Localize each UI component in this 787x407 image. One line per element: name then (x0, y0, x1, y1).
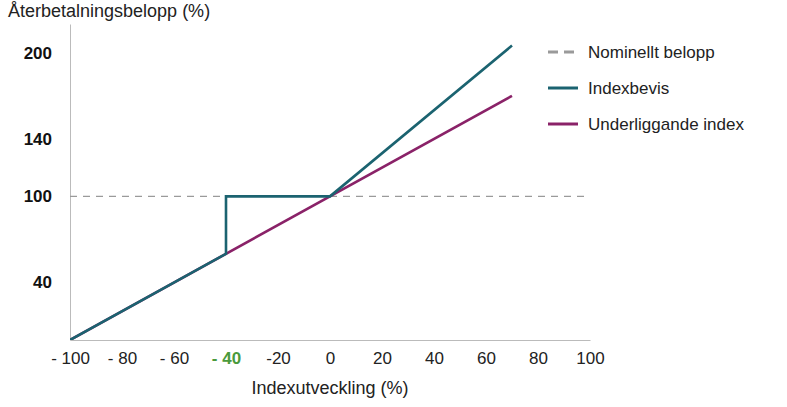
y-tick-label: 40 (33, 273, 52, 292)
y-axis-title: Återbetalningsbelopp (%) (8, 1, 210, 21)
legend-label: Nominellt belopp (588, 43, 715, 62)
x-tick-label: - 80 (108, 349, 137, 368)
lines (70, 46, 590, 340)
y-tick: 100 (24, 187, 70, 206)
x-tick: 80 (529, 340, 548, 368)
y-axis: 40 100 140 200 (24, 25, 71, 341)
x-tick: - 80 (108, 340, 137, 368)
legend-swatch (548, 51, 578, 54)
y-axis-line (70, 25, 71, 341)
legend-label: Underliggande index (588, 115, 744, 134)
y-tick: 140 (24, 130, 70, 149)
x-axis-line (71, 340, 591, 341)
x-tick: 100 (576, 340, 604, 368)
legend-entry: Underliggande index (548, 115, 744, 134)
x-tick-label: - 100 (51, 349, 90, 368)
x-tick: 60 (477, 340, 496, 368)
x-tick: 0 (326, 340, 335, 368)
x-tick: - 60 (160, 340, 189, 368)
x-tick: - 100 (51, 340, 90, 368)
y-tick: 40 (33, 273, 70, 292)
x-tick-label: 100 (576, 349, 604, 368)
x-tick: - 40 (212, 340, 241, 368)
legend-swatch (548, 87, 578, 90)
x-tick: -20 (266, 340, 291, 368)
legend: Nominellt belopp Indexbevis Underliggande … (548, 43, 744, 134)
x-axis: - 100 - 80 - 60 - 40 -20 0 20 40 60 80 100 (51, 340, 605, 368)
x-tick-label: - 40 (212, 349, 241, 368)
legend-entry: Nominellt belopp (548, 43, 715, 62)
x-tick-label: - 60 (160, 349, 189, 368)
x-tick: 20 (373, 340, 392, 368)
chart: - 100 - 80 - 60 - 40 -20 0 20 40 60 80 100 40 100 140… (0, 0, 787, 407)
x-axis-title: Indexutveckling (%) (251, 378, 408, 398)
legend-swatch (548, 123, 578, 126)
y-tick-label: 100 (24, 187, 52, 206)
x-tick-label: 0 (326, 349, 335, 368)
x-tick-label: -20 (266, 349, 291, 368)
x-tick: 40 (425, 340, 444, 368)
x-tick-label: 80 (529, 349, 548, 368)
y-tick: 200 (24, 44, 70, 63)
x-tick-label: 40 (425, 349, 444, 368)
legend-entry: Indexbevis (548, 79, 669, 98)
y-tick-label: 200 (24, 44, 52, 63)
y-tick-label: 140 (24, 130, 52, 149)
series-line (70, 46, 512, 340)
x-tick-label: 20 (373, 349, 392, 368)
legend-label: Indexbevis (588, 79, 669, 98)
x-tick-label: 60 (477, 349, 496, 368)
